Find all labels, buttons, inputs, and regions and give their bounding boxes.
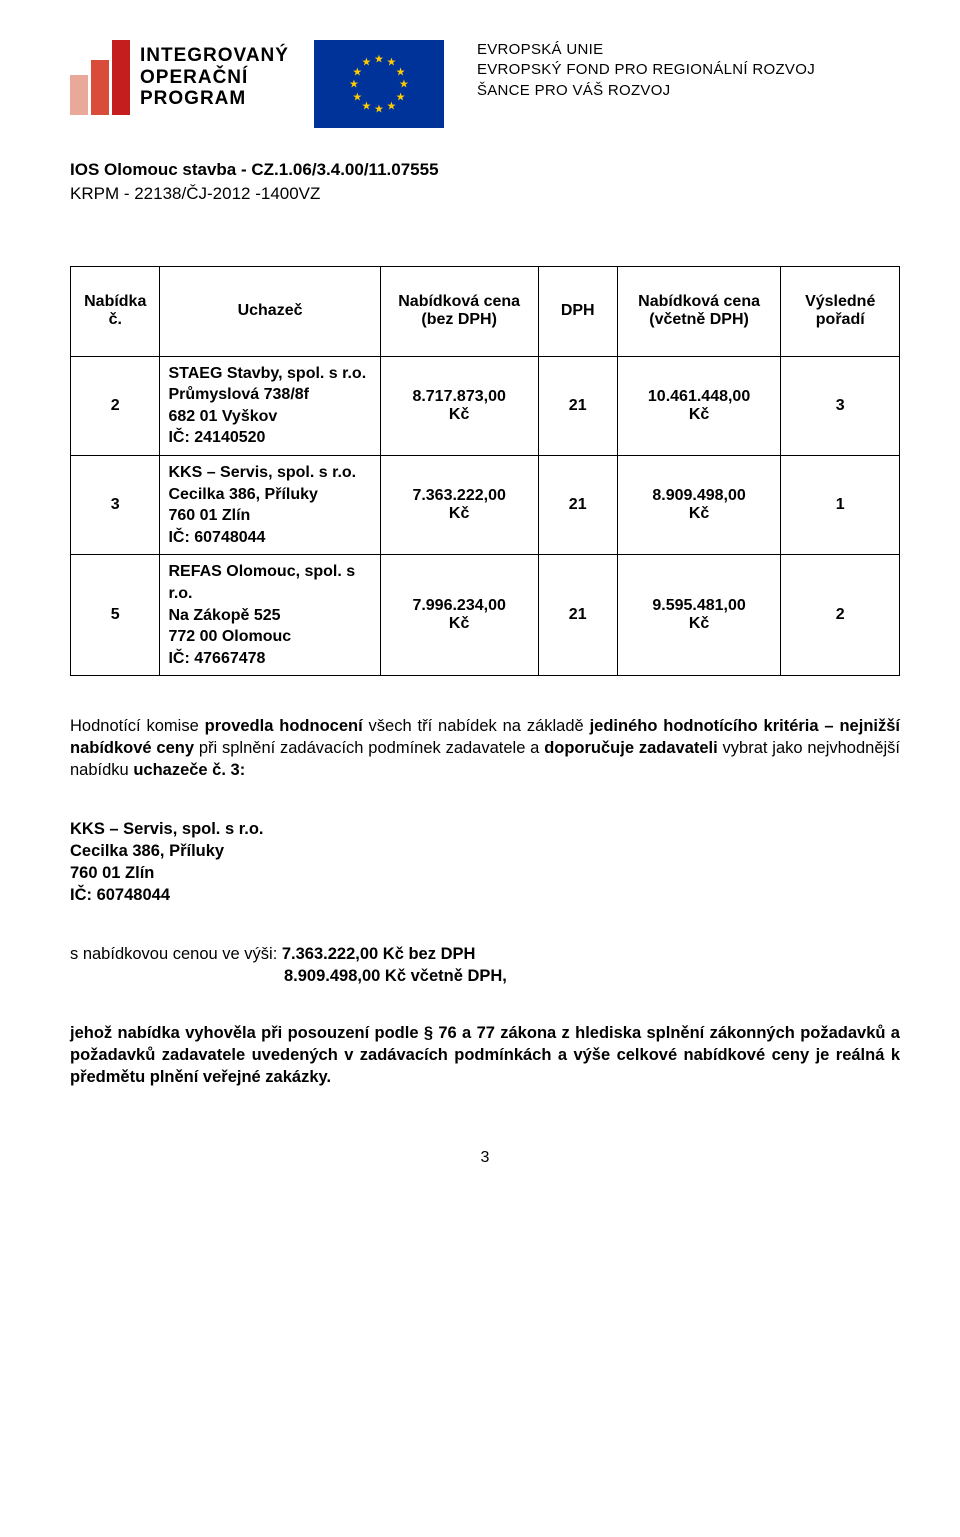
- cell-rank: 1: [781, 455, 900, 554]
- bids-table: Nabídka č. Uchazeč Nabídková cena (bez D…: [70, 266, 900, 677]
- cell-bidder: KKS – Servis, spol. s r.o.Cecilka 386, P…: [160, 455, 380, 554]
- bold-span: jediného hodnotícího kritéria – nejnižší…: [70, 717, 900, 757]
- iop-bars-icon: [70, 40, 130, 115]
- cell-num: 3: [71, 455, 160, 554]
- cell-dph: 21: [538, 455, 617, 554]
- evaluation-paragraph: Hodnotící komise provedla hodnocení všec…: [70, 716, 900, 781]
- iop-bar: [91, 60, 109, 115]
- eu-line1: EVROPSKÁ UNIE: [477, 40, 815, 60]
- header-logos: INTEGROVANÝ OPERAČNÍ PROGRAM ★★★★★★★★★★★…: [70, 40, 900, 128]
- cell-price-ex: 7.996.234,00Kč: [380, 555, 538, 676]
- logo-iop: INTEGROVANÝ OPERAČNÍ PROGRAM: [70, 40, 289, 115]
- eu-star-icon: ★: [374, 53, 384, 66]
- th-bidder: Uchazeč: [160, 266, 380, 356]
- cell-rank: 3: [781, 356, 900, 455]
- cell-dph: 21: [538, 555, 617, 676]
- cell-price-ex: 8.717.873,00Kč: [380, 356, 538, 455]
- iop-text: INTEGROVANÝ OPERAČNÍ PROGRAM: [140, 45, 289, 111]
- eu-star-icon: ★: [362, 99, 372, 112]
- eu-star-icon: ★: [396, 65, 406, 78]
- cell-rank: 2: [781, 555, 900, 676]
- th-price-inc: Nabídková cena (včetně DPH): [617, 266, 781, 356]
- winner-l1: KKS – Servis, spol. s r.o.: [70, 818, 900, 840]
- eu-line2: EVROPSKÝ FOND PRO REGIONÁLNÍ ROZVOJ: [477, 60, 815, 80]
- eu-text: EVROPSKÁ UNIE EVROPSKÝ FOND PRO REGIONÁL…: [477, 40, 815, 101]
- iop-line2: OPERAČNÍ: [140, 67, 289, 89]
- iop-line3: PROGRAM: [140, 88, 289, 110]
- cell-price-inc: 10.461.448,00Kč: [617, 356, 781, 455]
- cell-price-inc: 8.909.498,00Kč: [617, 455, 781, 554]
- eu-star-icon: ★: [387, 99, 397, 112]
- winner-block: KKS – Servis, spol. s r.o. Cecilka 386, …: [70, 818, 900, 907]
- document-identifiers: IOS Olomouc stavba - CZ.1.06/3.4.00/11.0…: [70, 158, 900, 206]
- table-row: 5REFAS Olomouc, spol. s r.o.Na Zákopě 52…: [71, 555, 900, 676]
- eu-star-icon: ★: [349, 78, 359, 91]
- cell-num: 5: [71, 555, 160, 676]
- eu-star-icon: ★: [362, 56, 372, 69]
- eu-line3: ŠANCE PRO VÁŠ ROZVOJ: [477, 81, 815, 101]
- compliance-paragraph: jehož nabídka vyhověla při posouzení pod…: [70, 1023, 900, 1088]
- th-dph: DPH: [538, 266, 617, 356]
- winner-l2: Cecilka 386, Příluky: [70, 840, 900, 862]
- bold-span: doporučuje zadavateli: [544, 739, 718, 757]
- table-header-row: Nabídka č. Uchazeč Nabídková cena (bez D…: [71, 266, 900, 356]
- page-container: INTEGROVANÝ OPERAČNÍ PROGRAM ★★★★★★★★★★★…: [0, 0, 960, 1207]
- price-l2: 8.909.498,00 Kč včetně DPH,: [70, 965, 507, 987]
- eu-star-icon: ★: [396, 90, 406, 103]
- price-block: s nabídkovou cenou ve výši: 7.363.222,00…: [70, 943, 900, 988]
- eu-flag-icon: ★★★★★★★★★★★★: [314, 40, 444, 128]
- table-row: 3KKS – Servis, spol. s r.o.Cecilka 386, …: [71, 455, 900, 554]
- doc-id-line2: KRPM - 22138/ČJ-2012 -1400VZ: [70, 182, 900, 206]
- eu-star-icon: ★: [399, 78, 409, 91]
- iop-bar: [112, 40, 130, 115]
- cell-price-inc: 9.595.481,00Kč: [617, 555, 781, 676]
- price-l1: 7.363.222,00 Kč bez DPH: [282, 945, 476, 963]
- table-row: 2STAEG Stavby, spol. s r.o.Průmyslová 73…: [71, 356, 900, 455]
- th-price-ex: Nabídková cena (bez DPH): [380, 266, 538, 356]
- iop-bar: [70, 75, 88, 115]
- price-prefix: s nabídkovou cenou ve výši:: [70, 945, 282, 963]
- eu-star-icon: ★: [374, 103, 384, 116]
- cell-num: 2: [71, 356, 160, 455]
- cell-dph: 21: [538, 356, 617, 455]
- th-rank: Výsledné pořadí: [781, 266, 900, 356]
- cell-bidder: REFAS Olomouc, spol. s r.o.Na Zákopě 525…: [160, 555, 380, 676]
- page-number: 3: [70, 1149, 900, 1167]
- bold-span: jehož nabídka vyhověla při posouzení pod…: [70, 1024, 900, 1086]
- th-num: Nabídka č.: [71, 266, 160, 356]
- winner-l4: IČ: 60748044: [70, 884, 900, 906]
- bold-span: provedla hodnocení: [205, 717, 363, 735]
- cell-bidder: STAEG Stavby, spol. s r.o.Průmyslová 738…: [160, 356, 380, 455]
- iop-line1: INTEGROVANÝ: [140, 45, 289, 67]
- eu-star-icon: ★: [352, 90, 362, 103]
- doc-id-line1: IOS Olomouc stavba - CZ.1.06/3.4.00/11.0…: [70, 158, 900, 182]
- winner-l3: 760 01 Zlín: [70, 862, 900, 884]
- cell-price-ex: 7.363.222,00Kč: [380, 455, 538, 554]
- bold-span: uchazeče č. 3:: [133, 761, 245, 779]
